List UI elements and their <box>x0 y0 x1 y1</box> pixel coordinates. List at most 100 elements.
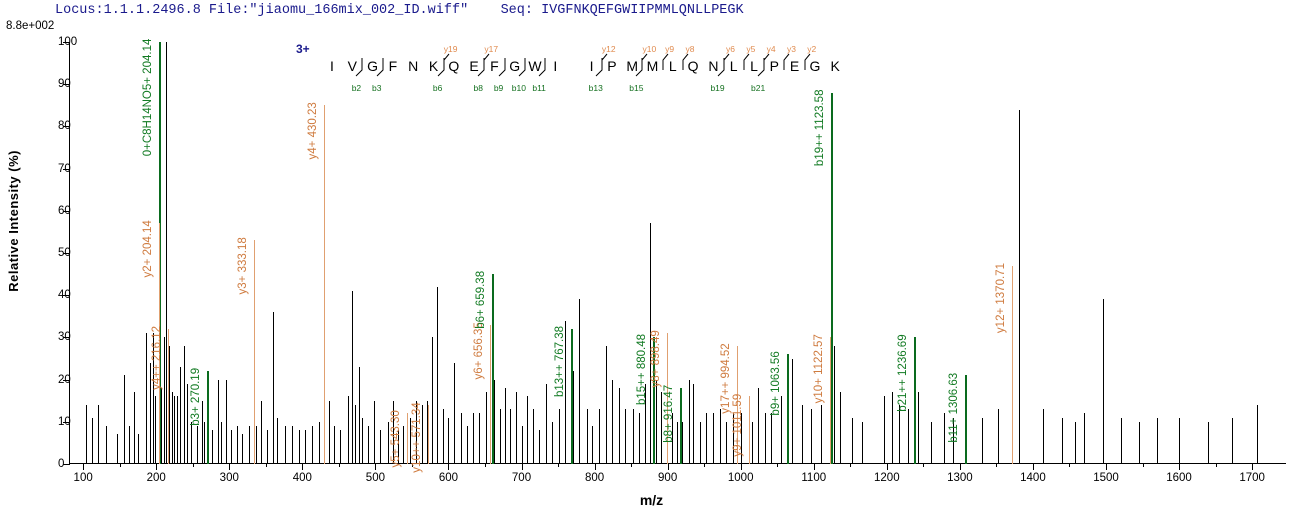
y-ion-marker: y12 <box>601 44 616 54</box>
peak <box>726 421 728 464</box>
peak <box>592 426 594 464</box>
peak <box>719 409 721 464</box>
annotated-peak <box>1011 265 1013 464</box>
y-tick <box>63 168 70 170</box>
annotated-peak <box>489 324 491 464</box>
peak <box>802 404 804 464</box>
x-tick-label: 1700 <box>1239 472 1265 484</box>
x-tick <box>265 463 267 467</box>
peak <box>164 337 166 464</box>
peak <box>137 434 139 464</box>
peak-label: b15++ 880.48 <box>636 334 649 406</box>
x-tick-label: 700 <box>511 472 532 484</box>
ion-cleavage-tick <box>443 53 450 70</box>
peak <box>197 426 199 464</box>
peak <box>212 430 214 464</box>
y-ion-marker: y17 <box>484 44 499 54</box>
peak <box>572 371 574 464</box>
annotated-peak <box>830 337 832 464</box>
annotated-peak <box>407 413 409 464</box>
peak <box>931 421 933 464</box>
peak <box>334 426 336 464</box>
peak <box>997 409 999 464</box>
ion-cleavage-tick <box>682 53 689 70</box>
sequence-residue: L <box>668 58 677 74</box>
peak <box>387 421 389 464</box>
peak <box>780 396 782 464</box>
annotated-peak <box>964 375 967 464</box>
peak <box>558 409 560 464</box>
peak <box>741 413 743 464</box>
b-ion-marker: b8 <box>473 83 483 93</box>
peak-label: b3+ 270.19 <box>190 368 203 427</box>
annotated-peak <box>787 354 790 464</box>
peak <box>605 345 607 464</box>
x-tick <box>83 463 85 470</box>
peak <box>650 223 652 464</box>
peak <box>177 396 179 464</box>
peak <box>908 409 909 464</box>
y-ion-marker: y19 <box>443 44 458 54</box>
ion-cleavage-tick <box>743 53 750 70</box>
peak <box>180 366 182 464</box>
peak <box>448 417 450 464</box>
peak <box>442 409 444 464</box>
x-tick-label: 900 <box>658 472 678 484</box>
spectrum-plot-area: 0+C8H14NO5+ 204.14 y2+ 204.14 y4++ 216.12 b… <box>70 39 1285 472</box>
peak <box>1208 421 1210 464</box>
annotated-peak <box>913 337 916 464</box>
peak <box>256 426 258 464</box>
peak <box>771 413 773 464</box>
peak <box>129 426 131 464</box>
peak <box>431 337 433 464</box>
peak <box>237 426 239 464</box>
annotated-peak <box>324 105 326 464</box>
peak <box>105 426 107 464</box>
peak-label: y4++ 216.12 <box>150 325 163 390</box>
peak <box>479 413 481 464</box>
peak-label: y9+ 1011.59 <box>732 393 745 457</box>
peak-label: y3+ 333.18 <box>236 237 249 295</box>
peak <box>299 430 301 464</box>
ion-cleavage-tick <box>538 58 546 77</box>
peak <box>305 430 307 464</box>
sequence-residue: G <box>367 58 379 74</box>
sequence-residue: G <box>809 58 821 74</box>
peak <box>981 417 983 464</box>
x-tick <box>813 463 815 470</box>
peak <box>586 409 588 464</box>
y-tick <box>63 464 70 465</box>
peak <box>527 396 529 464</box>
x-tick <box>192 463 194 467</box>
peak <box>493 379 495 464</box>
peak <box>821 404 823 464</box>
peak <box>454 362 456 464</box>
peak <box>705 413 707 464</box>
peak <box>579 299 581 464</box>
peak <box>221 421 223 464</box>
y-tick <box>63 253 70 254</box>
annotated-peak <box>491 274 494 464</box>
ion-cleavage-tick <box>518 58 526 77</box>
x-tick <box>594 463 596 470</box>
peak <box>810 409 812 464</box>
ion-cleavage-tick <box>723 53 729 70</box>
peak-label: y12+ 1370.71 <box>994 262 1007 333</box>
peak <box>1120 417 1122 464</box>
base-peak-intensity: 8.8e+002 <box>6 20 55 32</box>
peak <box>284 426 286 464</box>
x-tick <box>156 463 158 470</box>
peak <box>416 400 418 464</box>
peak <box>328 400 330 464</box>
sequence-residue: I <box>589 58 594 74</box>
peak <box>672 413 674 464</box>
sequence-residue: P <box>607 58 617 74</box>
x-tick <box>411 463 413 467</box>
peak <box>86 404 88 464</box>
peak <box>1019 109 1021 464</box>
b-ion-marker: b3 <box>372 83 382 93</box>
peak <box>403 426 405 464</box>
x-tick-label: 1300 <box>947 472 973 484</box>
peak <box>1075 421 1077 464</box>
peak <box>1103 299 1105 464</box>
